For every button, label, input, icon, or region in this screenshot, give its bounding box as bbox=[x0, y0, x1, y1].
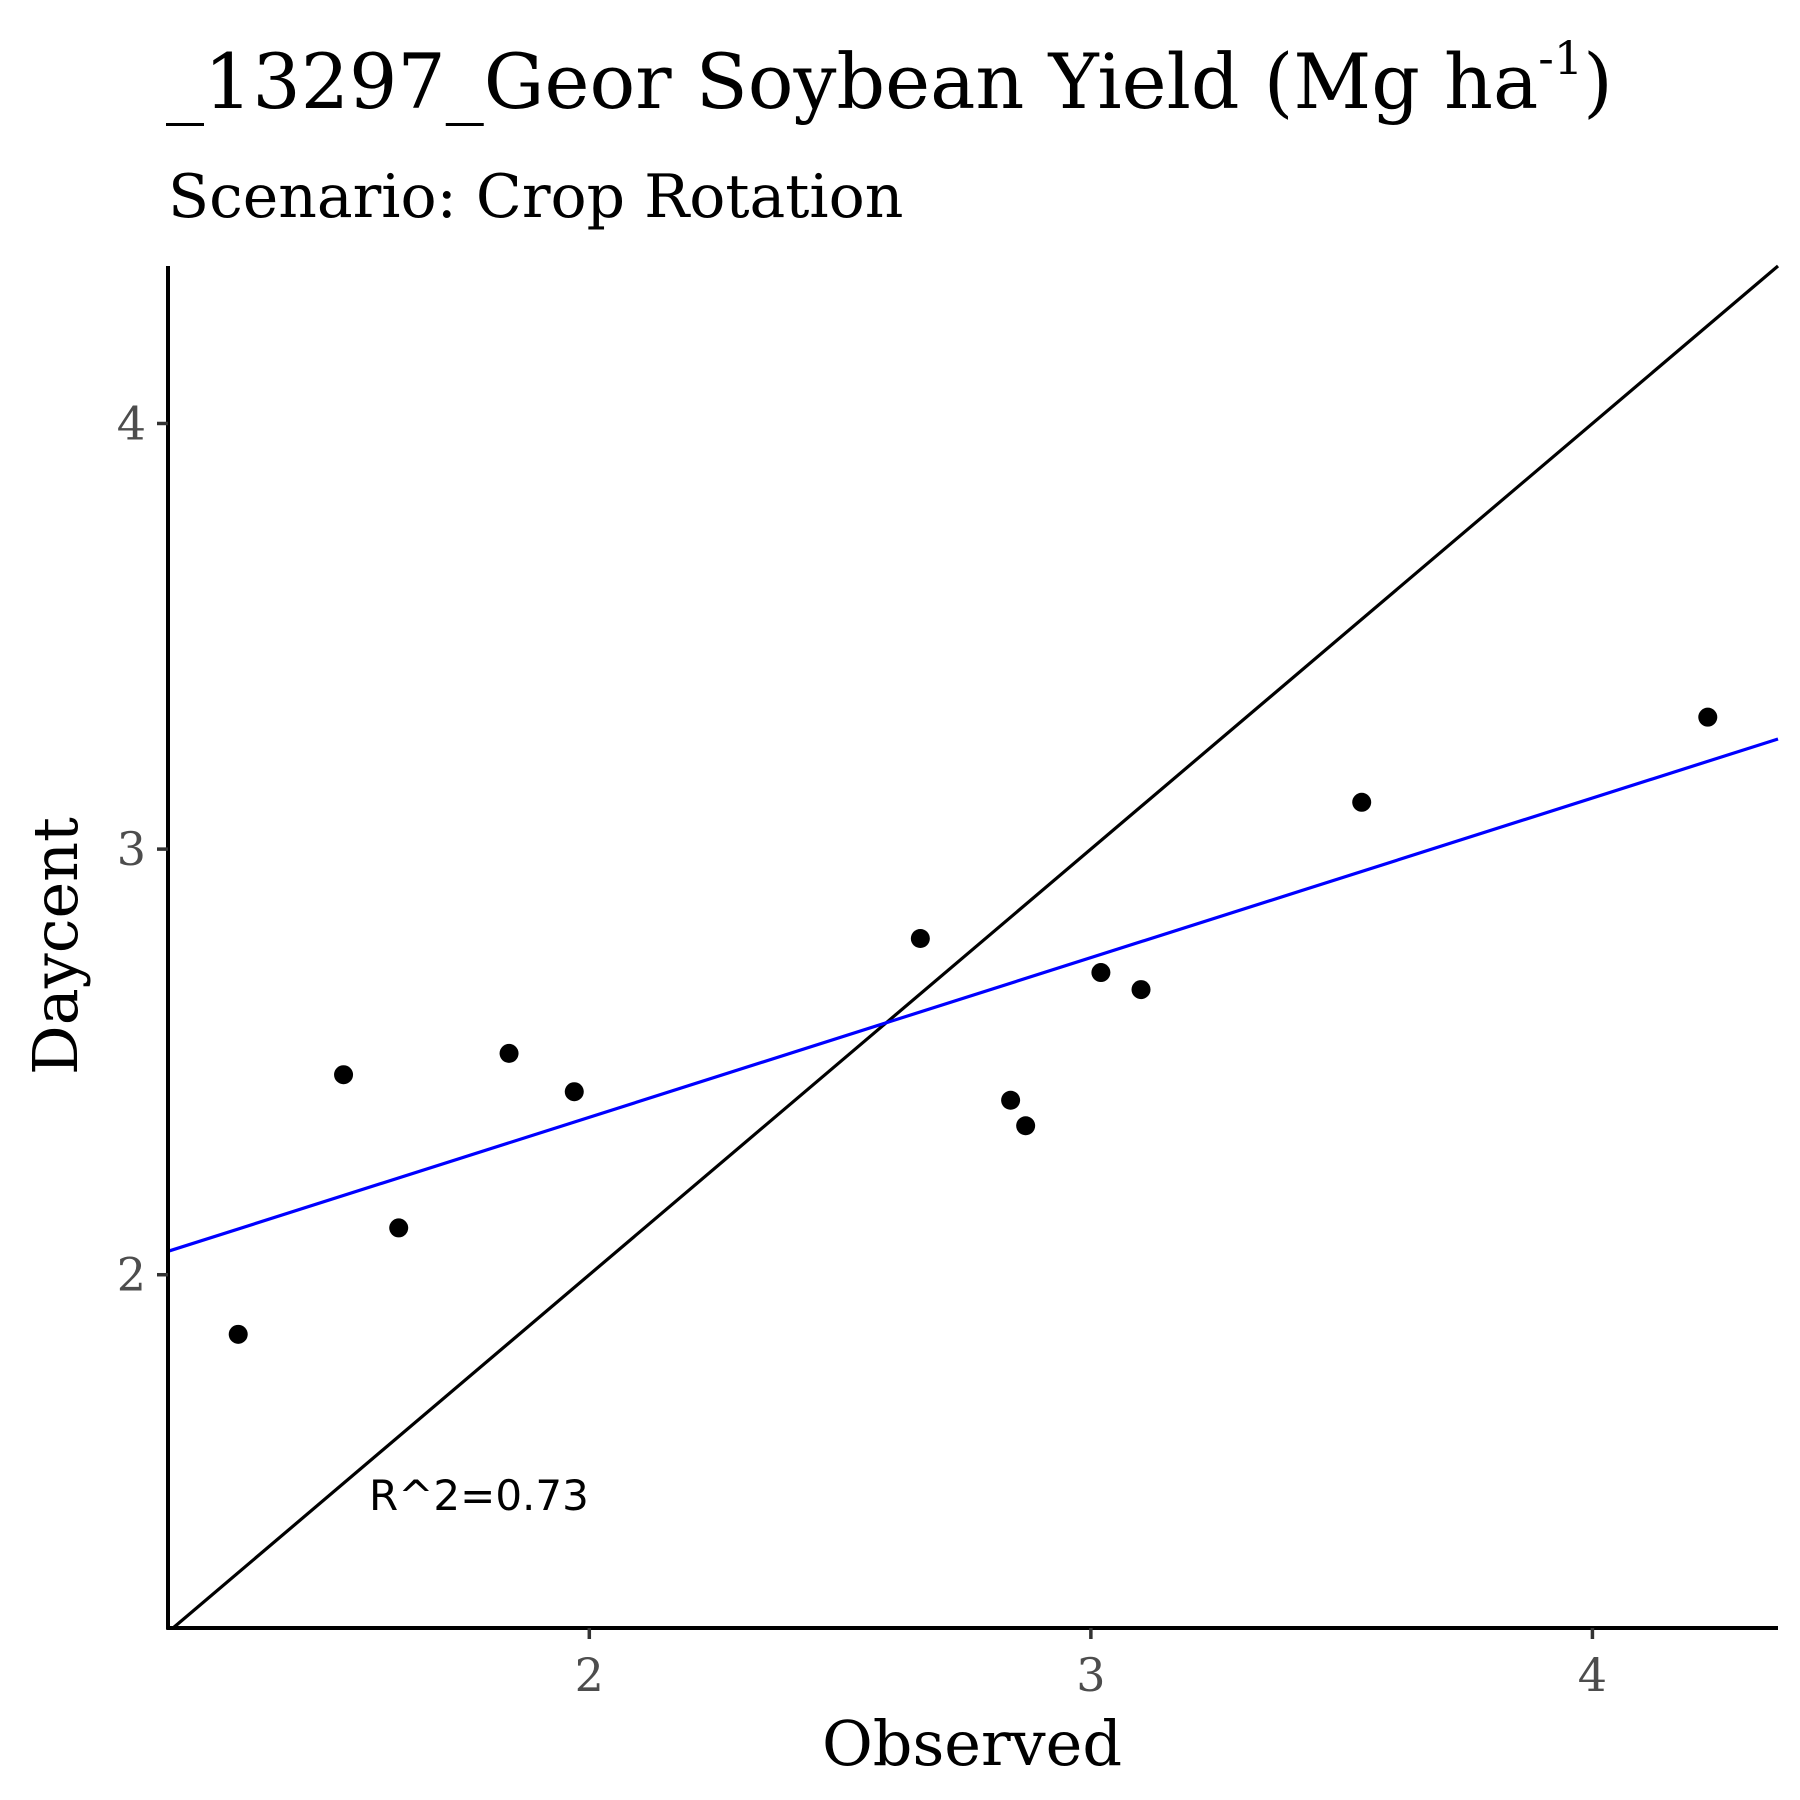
data-point-4 bbox=[499, 1043, 519, 1063]
data-points bbox=[228, 707, 1718, 1344]
y-tick-label: 2 bbox=[117, 1248, 146, 1302]
identity-line bbox=[171, 264, 1780, 1630]
data-point-3 bbox=[389, 1218, 409, 1238]
x-tick-label: 2 bbox=[575, 1648, 604, 1702]
chart-title-superscript: -1 bbox=[1538, 31, 1583, 85]
data-point-9 bbox=[1091, 963, 1111, 983]
x-axis-ticks: 2 3 4 bbox=[575, 1628, 1607, 1702]
regression-line bbox=[167, 737, 1779, 1253]
y-axis-title: Daycent bbox=[19, 817, 92, 1075]
y-tick-label: 4 bbox=[117, 396, 146, 450]
data-point-12 bbox=[1698, 707, 1718, 727]
y-axis-ticks: 2 3 4 bbox=[117, 396, 168, 1302]
data-point-2 bbox=[334, 1065, 354, 1085]
chart-subtitle: Scenario: Crop Rotation bbox=[168, 162, 903, 232]
r-squared-annotation: R^2=0.73 bbox=[369, 1471, 589, 1520]
x-tick-label: 4 bbox=[1578, 1648, 1607, 1702]
data-point-8 bbox=[1016, 1116, 1036, 1136]
chart-title-main: _13297_Geor Soybean Yield (Mg ha bbox=[166, 37, 1538, 126]
chart-title-suffix: ) bbox=[1583, 37, 1613, 126]
data-point-1 bbox=[228, 1324, 248, 1344]
reference-lines bbox=[167, 264, 1780, 1630]
data-point-5 bbox=[564, 1082, 584, 1102]
data-point-7 bbox=[1001, 1090, 1021, 1110]
data-point-10 bbox=[1131, 980, 1151, 1000]
axes bbox=[166, 266, 1778, 1630]
data-point-11 bbox=[1352, 792, 1372, 812]
x-axis-title: Observed bbox=[822, 1707, 1122, 1780]
y-tick-label: 3 bbox=[117, 822, 146, 876]
x-tick-label: 3 bbox=[1076, 1648, 1105, 1702]
data-point-6 bbox=[910, 928, 930, 948]
chart-title: _13297_Geor Soybean Yield (Mg ha-1) bbox=[166, 31, 1613, 126]
